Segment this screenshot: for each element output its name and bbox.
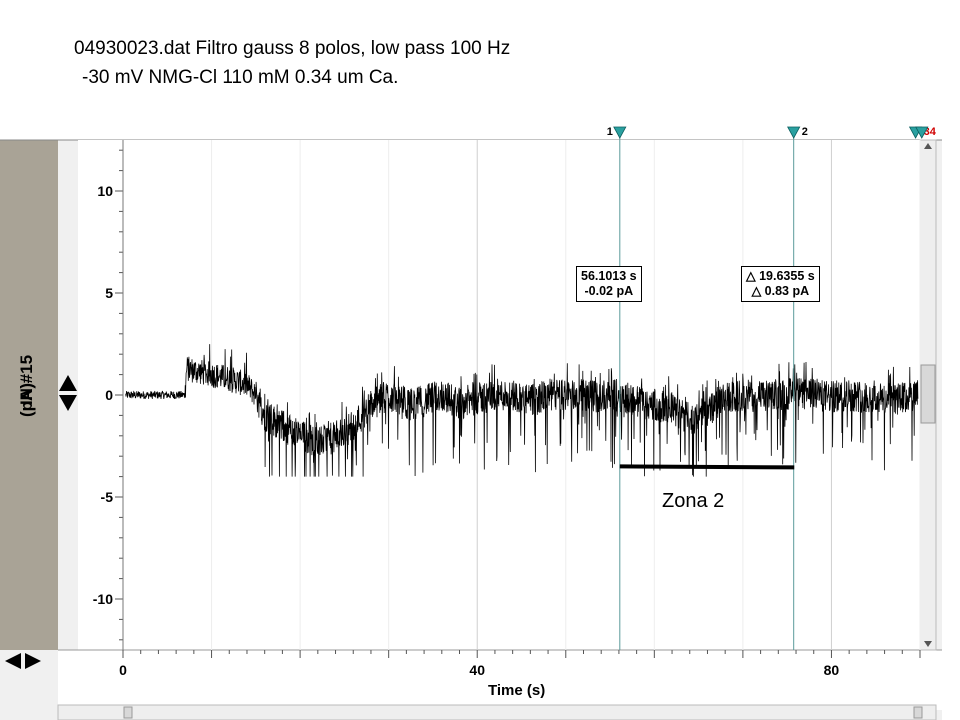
channel-gutter: [0, 140, 58, 650]
cursor-label: 2: [802, 126, 808, 138]
triangle-up-icon[interactable]: [58, 374, 78, 392]
x-tick-label: 40: [469, 662, 485, 678]
cursor-label: 3: [924, 126, 930, 138]
y-tick-label: -10: [93, 591, 113, 607]
x-tick-label: 0: [119, 662, 127, 678]
cursor-1-value: -0.02 pA: [584, 284, 634, 298]
cursor-readout-1: 56.1013 s -0.02 pA: [576, 266, 642, 302]
y-axis-unit-label: (pA): [17, 383, 36, 417]
title-line-1: 04930023.dat Filtro gauss 8 polos, low p…: [74, 38, 511, 59]
zona-2-bar: [619, 464, 795, 470]
current-trace: [125, 344, 919, 477]
scroll-up-arrow: [924, 143, 932, 149]
trace-chart: 0 40 80 10 5 0 -5 -10 1 2 3 4: [0, 125, 942, 720]
cursor-label: 4: [930, 126, 937, 138]
cursor-marker: [915, 126, 929, 139]
horizontal-scrollbar: [57, 704, 937, 720]
acquisition-window: 0 40 80 10 5 0 -5 -10 1 2 3 4: [0, 125, 942, 720]
y-tick-label: 0: [105, 387, 113, 403]
chart-root: 0 40 80 10 5 0 -5 -10 1 2 3 4: [0, 125, 942, 720]
cursor-label: 1: [607, 126, 613, 138]
cursor-1-time: 56.1013 s: [581, 269, 637, 283]
scroll-down-arrow: [924, 641, 932, 647]
cursor-marker: [613, 126, 627, 139]
x-axis-title: Time (s): [488, 682, 546, 699]
cursor-marker: [787, 126, 801, 139]
horizontal-scroll-left: [123, 706, 133, 719]
y-tick-label: -5: [101, 489, 114, 505]
triangle-left-icon[interactable]: [4, 652, 22, 670]
triangle-right-icon[interactable]: [24, 652, 42, 670]
zona-2-label: Zona 2: [662, 490, 725, 512]
title-line-2: -30 mV NMG-Cl 110 mM 0.34 um Ca.: [82, 67, 399, 88]
x-tick-area: [58, 650, 942, 710]
y-tick-label: 5: [105, 285, 113, 301]
x-tick-label: 80: [824, 662, 840, 678]
vertical-scroll-thumb: [920, 364, 936, 424]
cursor-delta-value: △ 0.83 pA: [751, 284, 810, 298]
cursor-readout-2: △ 19.6355 s △ 0.83 pA: [741, 266, 820, 302]
triangle-down-icon[interactable]: [58, 394, 78, 412]
y-tick-label: 10: [97, 183, 113, 199]
cursor-track: [0, 125, 942, 140]
figure-title: 04930023.dat Filtro gauss 8 polos, low p…: [74, 34, 510, 92]
horizontal-scroll-right: [913, 706, 923, 719]
cursor-delta-time: △ 19.6355 s: [746, 269, 815, 283]
y-axis-title: IN #15 (pA): [2, 340, 52, 450]
